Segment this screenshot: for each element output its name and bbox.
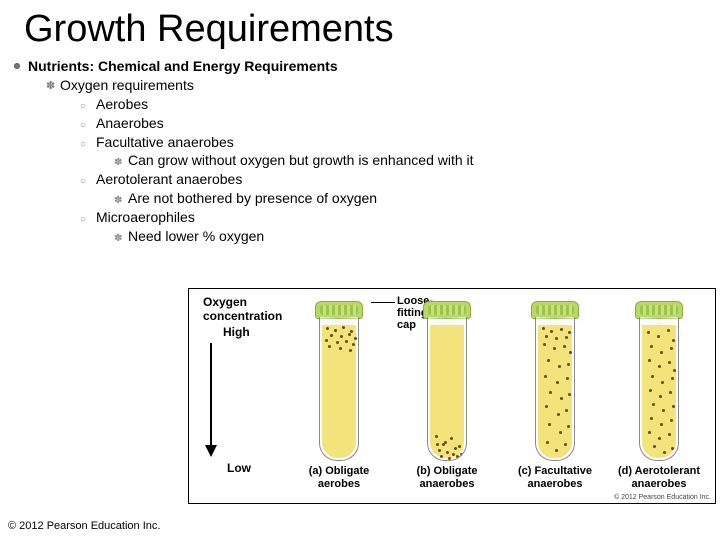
tube-aerotolerant-anaerobes: (d) Aerotolerant anaerobes [609, 293, 709, 499]
bacteria-dots [430, 325, 464, 458]
text: anaerobes [527, 478, 582, 490]
text: aerobes [318, 478, 360, 490]
bullet-icon: ○ [80, 100, 90, 114]
text: Aerotolerant anaerobes [96, 171, 242, 187]
bullet-facultative-sub: ✽ Can grow without oxygen but growth is e… [8, 151, 720, 170]
tube-facultative-anaerobes: (c) Facultative anaerobes [505, 293, 605, 499]
text: concentration [203, 309, 282, 323]
page-copyright: © 2012 Pearson Education Inc. [8, 520, 160, 532]
text: Facultative anaerobes [96, 134, 234, 150]
text: (a) Obligate [309, 465, 370, 477]
tube-glass [427, 317, 467, 461]
axis-label: Oxygen concentration [203, 295, 282, 323]
text: Nutrients: Chemical and Energy Requireme… [28, 58, 338, 74]
bullet-microaero: ○ Microaerophiles [8, 208, 720, 227]
text: Oxygen requirements [60, 77, 194, 93]
text: Anaerobes [96, 115, 164, 131]
bullet-nutrients: Nutrients: Chemical and Energy Requireme… [8, 57, 720, 76]
bacteria-dots [538, 325, 572, 458]
bacteria-dots [642, 325, 676, 458]
arrow-down-icon [201, 341, 221, 459]
text: Oxygen [203, 295, 247, 309]
oxygen-scale: High Low [199, 325, 281, 475]
text: Microaerophiles [96, 209, 195, 225]
text: Can grow without oxygen but growth is en… [128, 152, 474, 168]
text: anaerobes [631, 478, 686, 490]
tube-caption: (b) Obligate anaerobes [397, 465, 497, 490]
text: Need lower % oxygen [128, 228, 264, 244]
tube-glass [535, 317, 575, 461]
bullet-anaerobes: ○ Anaerobes [8, 114, 720, 133]
bullet-oxygen-req: ✽ Oxygen requirements [8, 76, 720, 95]
bullet-icon: ○ [80, 213, 90, 227]
figure-copyright: © 2012 Pearson Education Inc. [614, 494, 711, 501]
bullet-icon: ○ [80, 138, 90, 152]
bullet-icon: ✽ [114, 156, 124, 170]
bullet-facultative: ○ Facultative anaerobes [8, 133, 720, 152]
tube-caption: (a) Obligate aerobes [289, 465, 389, 490]
bullet-microaero-sub: ✽ Need lower % oxygen [8, 227, 720, 246]
text: Aerobes [96, 96, 148, 112]
text: (b) Obligate [416, 465, 477, 477]
tube-obligate-anaerobes: (b) Obligate anaerobes [397, 293, 497, 499]
tube-caption: (d) Aerotolerant anaerobes [609, 465, 709, 490]
bullet-icon: ○ [80, 175, 90, 189]
tube-glass [319, 317, 359, 461]
bullet-aerotolerant-sub: ✽ Are not bothered by presence of oxygen [8, 189, 720, 208]
bullet-icon: ✽ [114, 232, 124, 246]
label-low: Low [227, 461, 251, 475]
bullet-icon: ✽ [46, 79, 56, 94]
content-area: Nutrients: Chemical and Energy Requireme… [0, 55, 720, 246]
bullet-icon: ✽ [114, 194, 124, 208]
tube-glass [639, 317, 679, 461]
bacteria-dots [322, 325, 356, 458]
bullet-aerobes: ○ Aerobes [8, 95, 720, 114]
text: (d) Aerotolerant [618, 465, 700, 477]
tube-caption: (c) Facultative anaerobes [505, 465, 605, 490]
page-title: Growth Requirements [0, 0, 720, 55]
text: (c) Facultative [518, 465, 592, 477]
bullet-aerotolerant: ○ Aerotolerant anaerobes [8, 170, 720, 189]
tube-obligate-aerobes: (a) Obligate aerobes [289, 293, 389, 499]
text: anaerobes [419, 478, 474, 490]
bullet-icon [14, 63, 20, 69]
text: Are not bothered by presence of oxygen [128, 190, 377, 206]
label-high: High [223, 325, 250, 339]
tubes-area: (a) Obligate aerobes [289, 293, 711, 499]
bullet-icon: ○ [80, 119, 90, 133]
figure-oxygen-tubes: Oxygen concentration High Low Loose- fit… [188, 288, 716, 504]
